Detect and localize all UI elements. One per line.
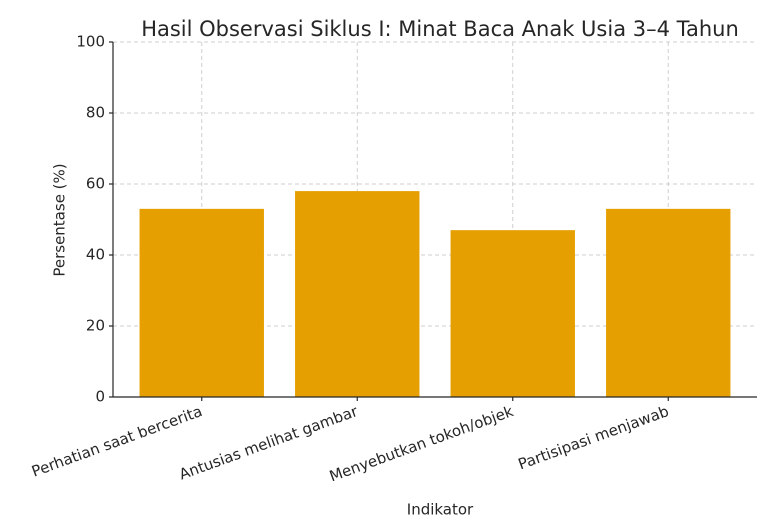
chart-title: Hasil Observasi Siklus I: Minat Baca Ana…	[141, 17, 739, 41]
y-tick-label: 0	[95, 388, 105, 406]
y-tick-label: 20	[86, 317, 105, 335]
y-tick-label: 60	[86, 175, 105, 193]
bar	[606, 208, 731, 397]
bar	[450, 230, 575, 397]
y-tick-label: 80	[86, 104, 105, 122]
y-tick-label: 40	[86, 246, 105, 264]
bar	[295, 191, 420, 397]
bar	[139, 208, 264, 397]
x-tick-label: Partisipasi menjawab	[516, 402, 671, 473]
y-axis-label: Persentase (%)	[51, 163, 69, 276]
y-tick-label: 100	[76, 33, 105, 51]
x-axis-label: Indikator	[407, 501, 474, 519]
